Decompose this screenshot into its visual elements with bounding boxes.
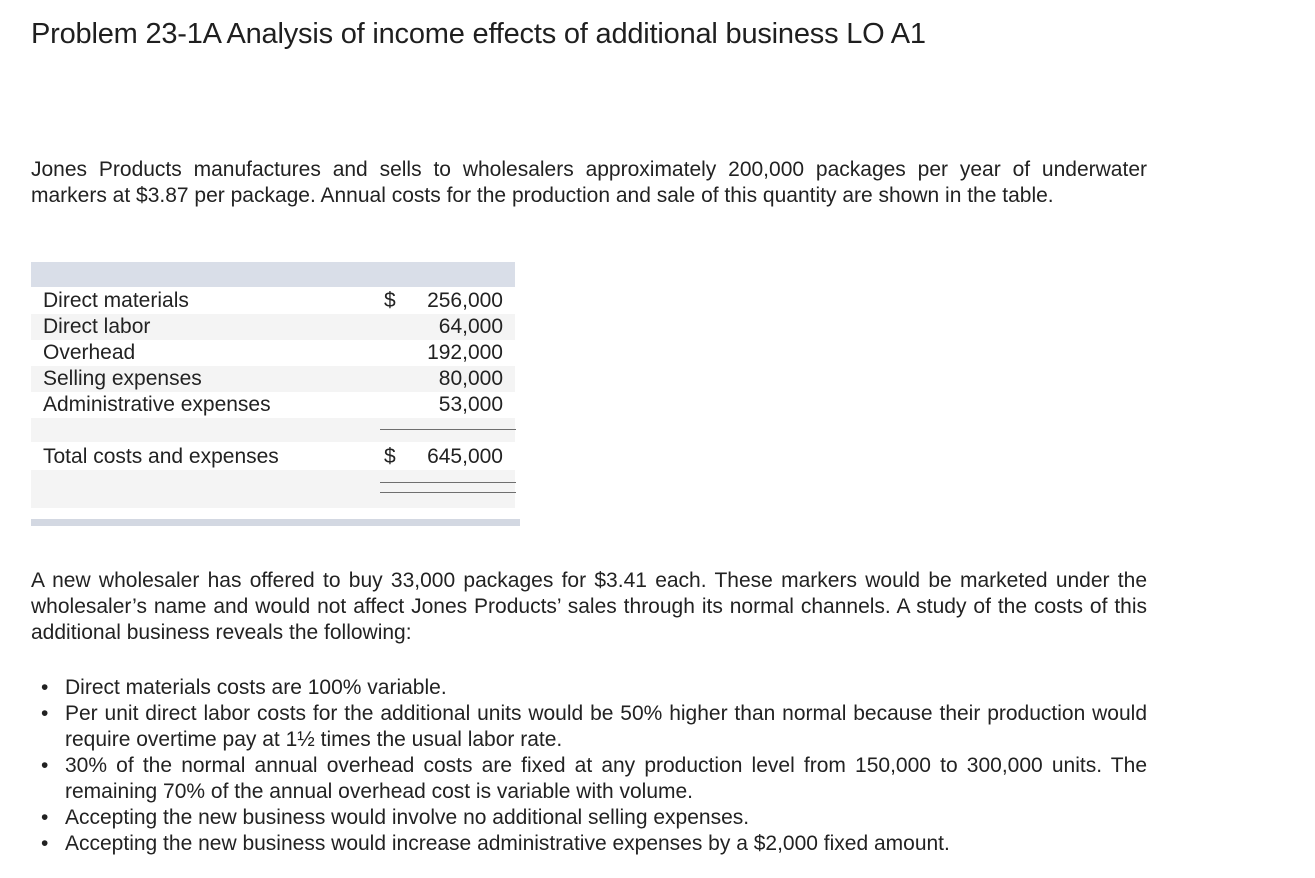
table-row: Selling expenses 80,000 [31,366,515,392]
total-label: Total costs and expenses [43,445,279,468]
bullet-icon: • [41,702,49,725]
list-item-text: Per unit direct labor costs for the addi… [65,702,1147,751]
table-row: Direct materials $ 256,000 [31,288,515,314]
row-amount: 256,000 [427,289,503,312]
list-item: • Accepting the new business would increa… [31,831,1147,857]
intro-paragraph: Jones Products manufactures and sells to… [31,158,1147,207]
list-item: • 30% of the normal annual overhead costs… [31,753,1147,805]
table-spacer-row [31,418,515,442]
row-amount: 53,000 [438,393,503,416]
bullet-icon: • [41,832,49,855]
row-label: Selling expenses [43,367,202,390]
list-item: • Direct materials costs are 100% variabl… [31,675,1147,701]
offer-paragraph: A new wholesaler has offered to buy 33,0… [31,569,1147,644]
row-amount: 80,000 [438,367,503,390]
cost-study-list: • Direct materials costs are 100% variabl… [31,675,1147,857]
table-row: Administrative expenses 53,000 [31,392,515,418]
row-currency: $ [384,289,396,312]
list-item-text: Direct materials costs are 100% variable… [65,676,447,699]
table-header-band [31,262,515,287]
subtotal-rule [380,429,516,430]
total-currency: $ [384,445,396,468]
list-item: • Accepting the new business would involv… [31,805,1147,831]
table-spacer-row [31,470,515,508]
list-item-text: 30% of the normal annual overhead costs … [65,754,1147,803]
bullet-icon: • [41,754,49,777]
row-label: Direct materials [43,289,189,312]
list-item: • Per unit direct labor costs for the add… [31,701,1147,753]
total-amount: 645,000 [427,445,503,468]
bullet-icon: • [41,676,49,699]
total-double-rule-bottom [380,492,516,493]
list-item-text: Accepting the new business would involve… [65,806,750,829]
row-amount: 192,000 [427,341,503,364]
row-label: Administrative expenses [43,393,271,416]
list-item-text: Accepting the new business would increas… [65,832,950,855]
row-label: Overhead [43,341,136,364]
bullet-icon: • [41,806,49,829]
table-total-row: Total costs and expenses $ 645,000 [31,444,515,470]
row-label: Direct labor [43,315,151,338]
cost-table: Direct materials $ 256,000 Direct labor … [31,262,520,526]
table-row: Direct labor 64,000 [31,314,515,340]
total-double-rule-top [380,482,516,483]
problem-title: Problem 23-1A Analysis of income effects… [31,18,926,50]
table-row: Overhead 192,000 [31,340,515,366]
table-footer-band [31,519,520,526]
row-amount: 64,000 [438,315,503,338]
